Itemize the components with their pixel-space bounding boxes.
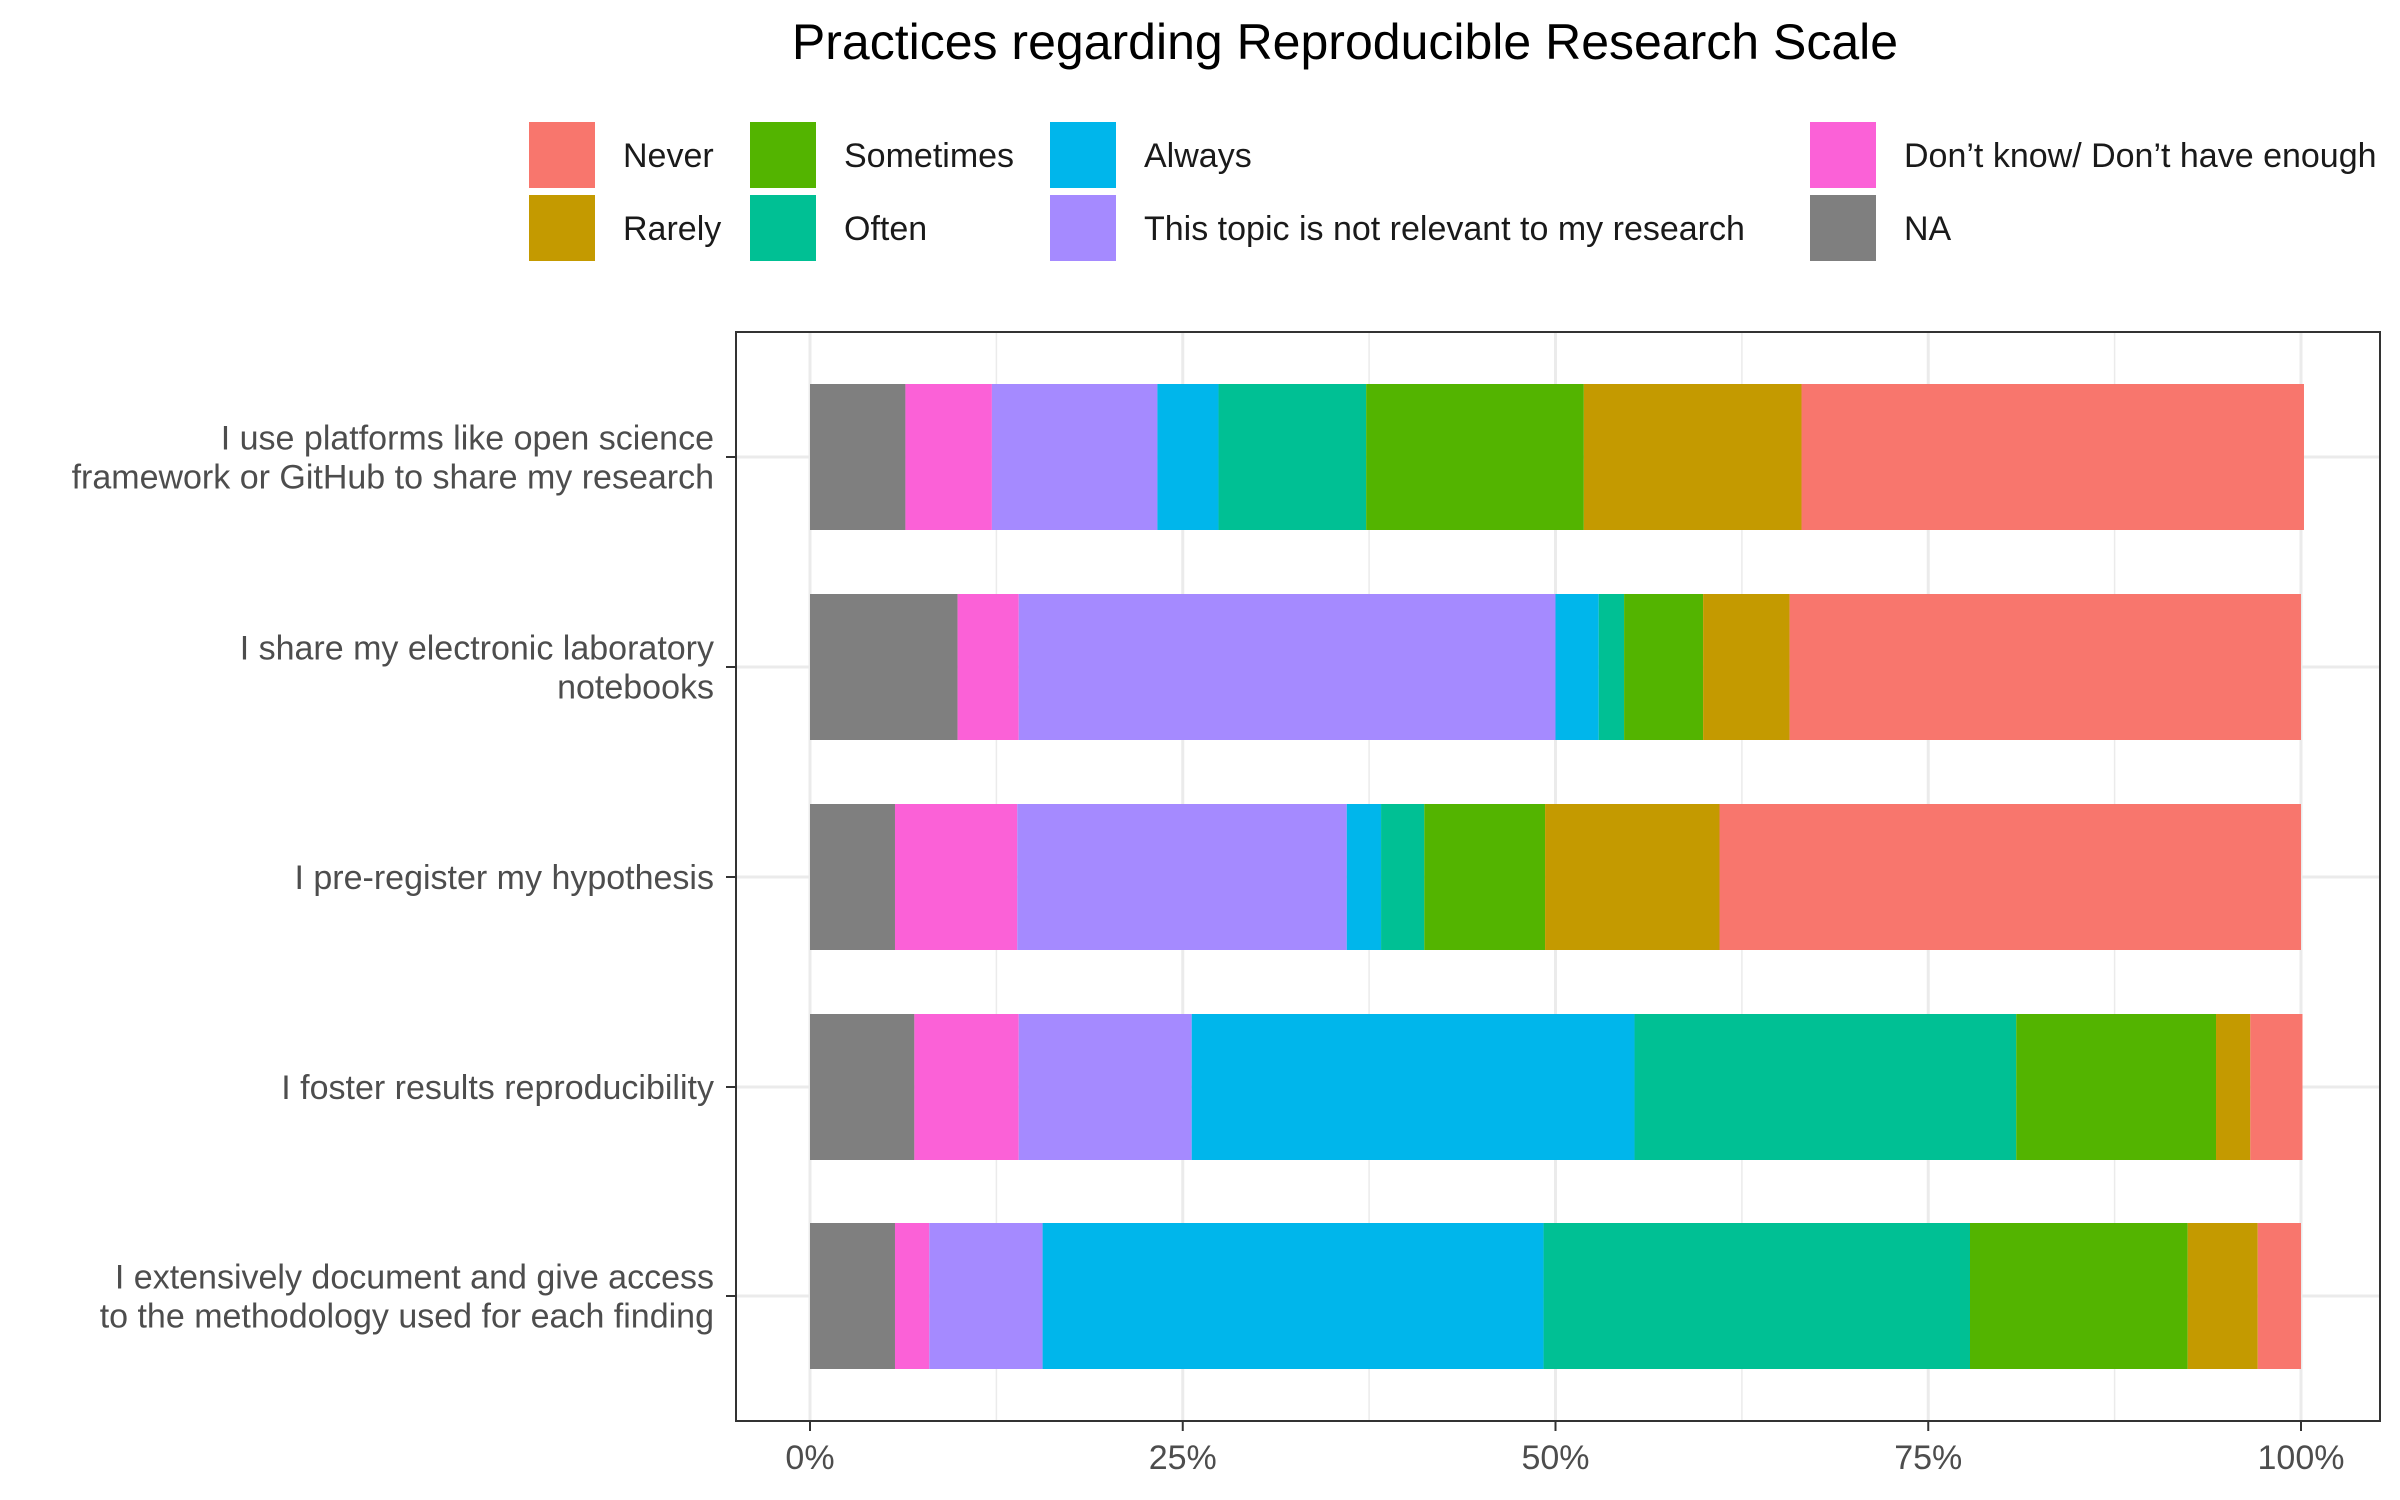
bar-this-topic-is-not-relevant-to-my-research [991, 384, 1158, 530]
legend-key-this-topic-is-not-relevant-to-my-research [1050, 195, 1116, 261]
legend-label: Rarely [623, 210, 721, 248]
category-label-line: I use platforms like open science [221, 420, 714, 458]
bar-na [810, 1014, 915, 1160]
bars [810, 384, 2304, 1369]
bar-this-topic-is-not-relevant-to-my-research [1018, 594, 1556, 740]
bar-na [810, 594, 958, 740]
category-label-line: I extensively document and give access [115, 1259, 714, 1297]
legend-label: This topic is not relevant to my researc… [1144, 210, 1745, 248]
bar-don-t-know-don-t-have-enough [957, 594, 1019, 740]
bar-na [810, 1223, 895, 1369]
bar-don-t-know-don-t-have-enough [914, 1014, 1019, 1160]
legend-label: Often [844, 210, 927, 248]
bar-often [1543, 1223, 1970, 1369]
x-axis: 0% 25% 50% 75% 100% [785, 1421, 2344, 1477]
category-label-line: to the methodology used for each finding [100, 1298, 714, 1336]
legend-label: Always [1144, 137, 1252, 175]
bar-don-t-know-don-t-have-enough [894, 1223, 930, 1369]
bar-sometimes [2016, 1014, 2217, 1160]
bar-rarely [1583, 384, 1802, 530]
legend-key-often [750, 195, 816, 261]
x-tick-label: 50% [1521, 1439, 1589, 1477]
bar-this-topic-is-not-relevant-to-my-research [1017, 804, 1347, 950]
category-label: I extensively document and give access to… [100, 1259, 714, 1336]
legend: Never Rarely Sometimes Often Always This topi… [529, 122, 2377, 261]
legend-key-never [529, 122, 595, 188]
legend-label: Never [623, 137, 714, 175]
bar-this-topic-is-not-relevant-to-my-research [929, 1223, 1043, 1369]
bar-always [1555, 594, 1599, 740]
legend-key-always [1050, 122, 1116, 188]
bar-often [1381, 804, 1425, 950]
bar-never [1789, 594, 2301, 740]
bar-don-t-know-don-t-have-enough [894, 804, 1018, 950]
legend-key-sometimes [750, 122, 816, 188]
legend-key-rarely [529, 195, 595, 261]
legend-key-na [1810, 195, 1876, 261]
bar-never [2257, 1223, 2301, 1369]
x-tick-label: 0% [785, 1439, 834, 1477]
bar-don-t-know-don-t-have-enough [905, 384, 992, 530]
x-tick-label: 100% [2258, 1439, 2345, 1477]
bar-always [1346, 804, 1382, 950]
bar-never [1801, 384, 2304, 530]
category-label: I share my electronic laboratory notebook… [240, 630, 714, 707]
bar-rarely [2187, 1223, 2258, 1369]
category-label: I use platforms like open science framewo… [72, 420, 714, 497]
bar-never [1719, 804, 2301, 950]
bar-never [2250, 1014, 2303, 1160]
legend-label: Don’t know/ Don’t have enough [1904, 137, 2377, 175]
category-label-line: framework or GitHub to share my research [72, 459, 714, 497]
x-tick-label: 75% [1894, 1439, 1962, 1477]
bar-often [1634, 1014, 2017, 1160]
bar-often [1218, 384, 1367, 530]
bar-rarely [1703, 594, 1790, 740]
bar-na [810, 804, 895, 950]
category-label: I pre-register my hypothesis [295, 859, 715, 897]
bar-rarely [2216, 1014, 2251, 1160]
bar-na [810, 384, 906, 530]
category-label: I foster results reproducibility [281, 1069, 714, 1107]
category-label-line: I pre-register my hypothesis [295, 859, 715, 897]
bar-always [1191, 1014, 1635, 1160]
x-tick-label: 25% [1149, 1439, 1217, 1477]
bar-always [1157, 384, 1219, 530]
chart-title: Practices regarding Reproducible Researc… [792, 14, 1898, 70]
legend-label: Sometimes [844, 137, 1014, 175]
legend-key-don-t-know-don-t-have-enough [1810, 122, 1876, 188]
category-label-line: notebooks [557, 669, 714, 707]
bar-always [1042, 1223, 1544, 1369]
bar-this-topic-is-not-relevant-to-my-research [1018, 1014, 1192, 1160]
legend-label: NA [1904, 210, 1952, 248]
bar-sometimes [1624, 594, 1704, 740]
category-label-line: I foster results reproducibility [281, 1069, 714, 1107]
category-label-line: I share my electronic laboratory [240, 630, 714, 668]
bar-often [1598, 594, 1625, 740]
bar-sometimes [1969, 1223, 2188, 1369]
bar-sometimes [1366, 384, 1584, 530]
y-axis: I use platforms like open science framewo… [72, 420, 736, 1336]
bar-rarely [1545, 804, 1720, 950]
bar-sometimes [1424, 804, 1546, 950]
